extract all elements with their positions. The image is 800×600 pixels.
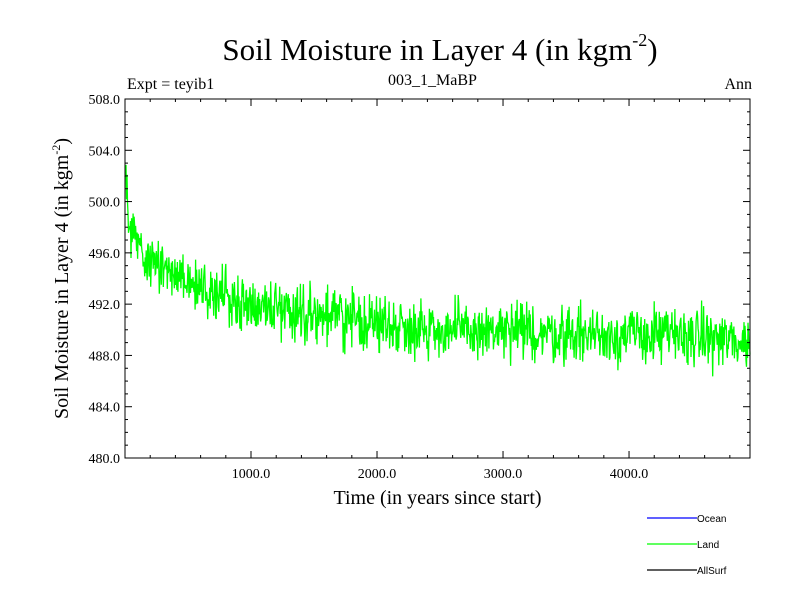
series-line-land xyxy=(124,164,751,377)
y-tick-label: 488.0 xyxy=(89,349,121,364)
chart-subtitle: 003_1_MaBP xyxy=(388,72,477,89)
legend: Ocean Land AllSurf xyxy=(647,514,727,577)
x-axis-label: Time (in years since start) xyxy=(333,487,541,509)
y-tick-label: 508.0 xyxy=(89,93,121,108)
chart-title: Soil Moisture in Layer 4 (in kgm-2) xyxy=(222,30,658,67)
y-tick-label: 496.0 xyxy=(89,247,121,262)
season-label: Ann xyxy=(724,76,752,93)
legend-label-allsurf: AllSurf xyxy=(697,566,727,577)
y-axis-label: Soil Moisture in Layer 4 (in kgm-2) xyxy=(49,138,73,419)
series-layer xyxy=(124,164,751,377)
x-tick-label: 3000.0 xyxy=(484,467,523,482)
x-tick-label: 2000.0 xyxy=(358,467,397,482)
ticks-layer: 480.0 484.0 488.0 492.0 496.0 500.0 504.0 508.0… xyxy=(89,93,750,482)
y-tick-label: 492.0 xyxy=(89,298,121,313)
x-tick-label: 1000.0 xyxy=(232,467,271,482)
plot-frame xyxy=(124,98,751,459)
y-tick-label: 484.0 xyxy=(89,401,121,416)
legend-label-land: Land xyxy=(697,540,719,551)
x-tick-label: 4000.0 xyxy=(610,467,649,482)
experiment-label: Expt = teyib1 xyxy=(127,76,215,93)
y-tick-label: 500.0 xyxy=(89,196,121,211)
y-tick-label: 480.0 xyxy=(89,452,121,467)
y-tick-label: 504.0 xyxy=(89,144,121,159)
legend-label-ocean: Ocean xyxy=(697,514,726,525)
